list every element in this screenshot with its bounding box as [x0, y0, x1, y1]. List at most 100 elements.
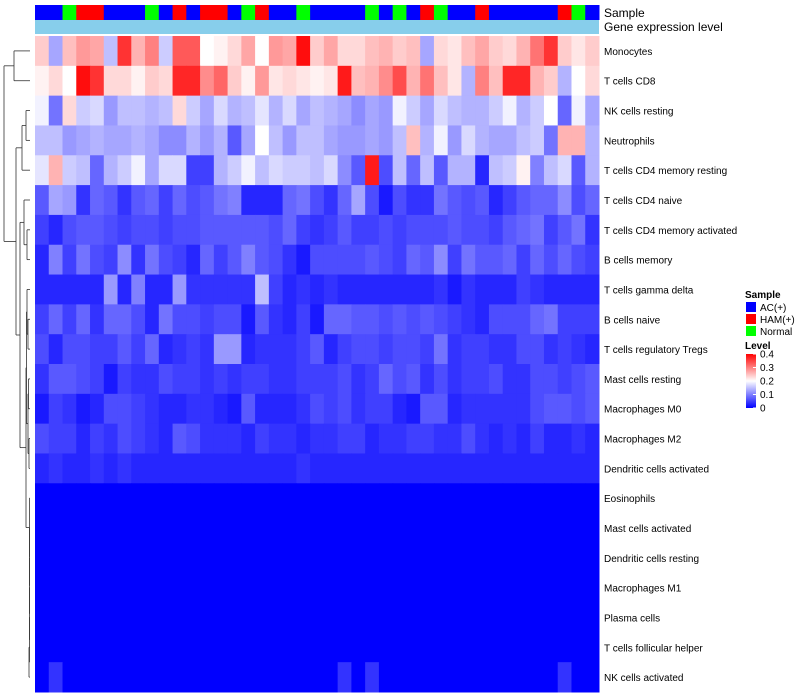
- heatmap-cell: [200, 632, 215, 663]
- heatmap-cell: [158, 662, 174, 693]
- heatmap-cell: [337, 364, 352, 395]
- heatmap-cell: [433, 364, 449, 395]
- heatmap-cell: [145, 155, 160, 186]
- heatmap-cell: [420, 572, 435, 604]
- heatmap-cell: [117, 36, 132, 67]
- heatmap-cell: [35, 214, 50, 246]
- heatmap-cell: [406, 542, 421, 574]
- heatmap-cell: [543, 125, 559, 156]
- heatmap-cell: [406, 602, 421, 633]
- heatmap-cell: [255, 125, 270, 156]
- heatmap-cell: [62, 483, 77, 514]
- sample-annotation-cell: [268, 5, 284, 20]
- heatmap-cell: [90, 393, 105, 425]
- heatmap-cell: [158, 65, 174, 97]
- heatmap-cell: [502, 364, 517, 395]
- heatmap-cell: [571, 185, 586, 216]
- heatmap-cell: [90, 632, 105, 663]
- heatmap-cell: [310, 274, 325, 305]
- heatmap-cell: [543, 393, 559, 425]
- heatmap-cell: [103, 423, 119, 454]
- heatmap-cell: [447, 274, 462, 305]
- heatmap-cell: [227, 483, 242, 514]
- heatmap-cell: [557, 65, 572, 97]
- heatmap-cell: [241, 662, 256, 693]
- heatmap-cell: [48, 542, 64, 574]
- heatmap-cell: [172, 453, 187, 484]
- heatmap-cell: [433, 274, 449, 305]
- heatmap-cell: [365, 304, 380, 335]
- row-label: Macrophages M2: [604, 435, 682, 446]
- heatmap-cell: [516, 602, 531, 633]
- heatmap-cell: [557, 542, 572, 574]
- heatmap-cell: [255, 602, 270, 633]
- heatmap-cell: [35, 572, 50, 604]
- heatmap-cell: [296, 483, 311, 514]
- heatmap-cell: [488, 483, 504, 514]
- heatmap-cell: [48, 364, 64, 395]
- heatmap-cell: [406, 572, 421, 604]
- row-label: Neutrophils: [604, 136, 655, 147]
- heatmap-cell: [131, 602, 146, 633]
- heatmap-cell: [488, 513, 504, 544]
- heatmap-cell: [48, 304, 64, 335]
- heatmap-cell: [76, 155, 91, 186]
- heatmap-cell: [103, 602, 119, 633]
- heatmap-cell: [571, 513, 586, 544]
- heatmap-cell: [392, 36, 407, 67]
- heatmap-cell: [406, 214, 421, 246]
- heatmap-cell: [571, 364, 586, 395]
- heatmap-cell: [282, 185, 297, 216]
- heatmap-cell: [502, 393, 517, 425]
- heatmap-cell: [571, 632, 586, 663]
- heatmap-cell: [323, 393, 339, 425]
- heatmap-cell: [351, 334, 366, 365]
- sample-annotation-cell: [62, 5, 77, 20]
- heatmap-cell: [516, 155, 531, 186]
- heatmap-cell: [186, 423, 201, 454]
- heatmap-cell: [35, 244, 50, 276]
- heatmap-cell: [200, 155, 215, 186]
- heatmap-cell: [241, 244, 256, 276]
- heatmap-cell: [213, 364, 229, 395]
- heatmap-cell: [296, 572, 311, 604]
- heatmap-cell: [117, 602, 132, 633]
- heatmap-cell: [585, 274, 600, 305]
- sample-track-label: Sample: [604, 6, 645, 20]
- heatmap-cell: [48, 65, 64, 97]
- heatmap-cell: [186, 393, 201, 425]
- heatmap-cell: [323, 542, 339, 574]
- heatmap-cell: [200, 214, 215, 246]
- heatmap-cell: [447, 244, 462, 276]
- heatmap-cell: [268, 214, 284, 246]
- heatmap-cell: [557, 513, 572, 544]
- heatmap-cell: [62, 453, 77, 484]
- heatmap-cell: [378, 393, 394, 425]
- heatmap-cell: [90, 572, 105, 604]
- heatmap-cell: [337, 513, 352, 544]
- heatmap-cell: [172, 602, 187, 633]
- heatmap-cell: [420, 214, 435, 246]
- heatmap-cell: [268, 65, 284, 97]
- heatmap-cell: [213, 662, 229, 693]
- heatmap-cell: [76, 65, 91, 97]
- heatmap-cell: [530, 364, 545, 395]
- heatmap-cell: [433, 542, 449, 574]
- heatmap-cell: [268, 36, 284, 67]
- heatmap-cell: [255, 244, 270, 276]
- heatmap-cell: [530, 155, 545, 186]
- heatmap-cell: [365, 393, 380, 425]
- heatmap-cell: [447, 364, 462, 395]
- heatmap-cell: [255, 423, 270, 454]
- heatmap-cell: [76, 513, 91, 544]
- heatmap-cell: [103, 36, 119, 67]
- heatmap-cell: [90, 602, 105, 633]
- heatmap-cell: [433, 304, 449, 335]
- sample-annotation-cell: [90, 5, 105, 20]
- heatmap-cell: [117, 662, 132, 693]
- heatmap-cell: [62, 65, 77, 97]
- heatmap-cell: [172, 155, 187, 186]
- heatmap-cell: [461, 453, 476, 484]
- heatmap-cell: [433, 513, 449, 544]
